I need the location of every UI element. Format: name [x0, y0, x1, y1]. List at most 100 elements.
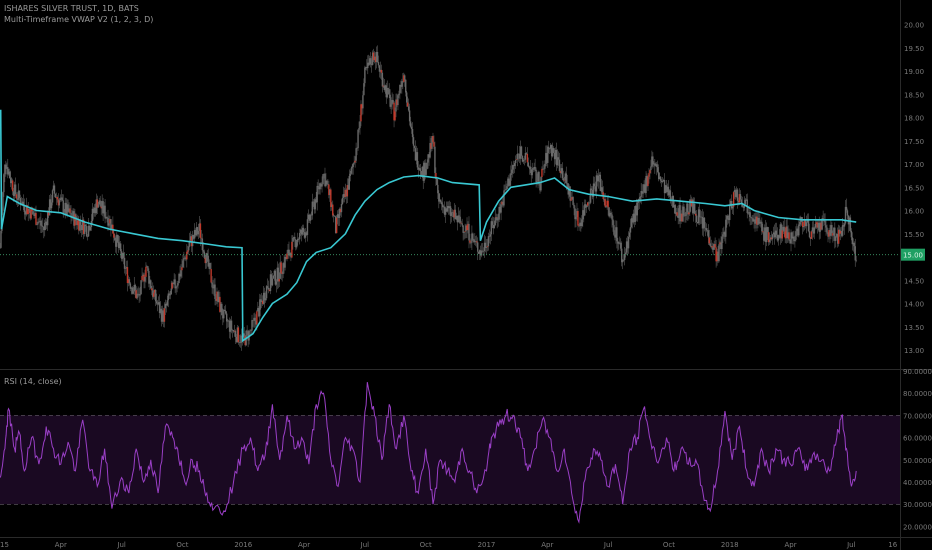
candle-body	[592, 183, 595, 197]
candle-body	[92, 208, 95, 213]
candle-body	[457, 215, 459, 223]
candle-body	[802, 222, 804, 228]
candle-body	[574, 208, 576, 220]
candle-body	[679, 205, 681, 222]
candle-body	[807, 218, 810, 232]
candle-body	[674, 205, 676, 214]
candle-body	[220, 303, 222, 312]
candle-body	[145, 266, 147, 277]
candle-body	[294, 236, 296, 240]
candle-body	[118, 243, 121, 248]
candle-body	[292, 237, 294, 242]
candle-body	[16, 198, 19, 200]
candle-body	[95, 199, 98, 214]
candle-body	[511, 169, 513, 174]
candle-body	[216, 291, 218, 301]
candle-body	[561, 168, 564, 179]
candle-body	[266, 286, 269, 288]
rsi-title: RSI (14, close)	[4, 377, 62, 386]
candle-body	[366, 66, 368, 69]
candle-body	[500, 204, 502, 213]
candle-body	[28, 208, 30, 211]
candle-body	[210, 268, 212, 283]
candle-body	[851, 237, 854, 245]
candle-body	[91, 208, 94, 221]
candle-body	[621, 248, 623, 263]
candle-body	[764, 227, 766, 241]
candle-body	[25, 205, 27, 215]
candle-body	[226, 320, 229, 322]
candle-body	[222, 315, 224, 319]
candle-body	[576, 211, 578, 217]
candle-body	[572, 197, 574, 205]
candle-body	[724, 232, 726, 237]
candle-body	[109, 219, 111, 224]
candle-body	[682, 206, 684, 222]
candle-body	[429, 143, 431, 158]
candle-body	[414, 148, 417, 161]
candle-body	[636, 202, 638, 216]
candle-body	[232, 329, 235, 332]
time-tick-label: Apr	[784, 541, 796, 549]
candle-body	[491, 221, 494, 225]
candle-body	[24, 211, 26, 215]
candle-body	[260, 299, 262, 302]
candle-body	[5, 164, 7, 169]
candle-body	[475, 241, 477, 242]
candle-body	[215, 298, 217, 301]
candle-body	[178, 273, 180, 284]
price-tick-label: 18.00	[904, 115, 924, 123]
axes: 20.00 19.50 19.00 18.50 18.00 17.50 17.00 16.50…	[0, 22, 932, 550]
candle-body	[14, 184, 17, 195]
candle-body	[692, 199, 694, 214]
candle-body	[633, 213, 636, 222]
candle-body	[419, 168, 422, 172]
candle-body	[570, 199, 572, 201]
candle-body	[762, 231, 764, 233]
candle-body	[710, 246, 712, 247]
candle-body	[387, 88, 389, 90]
candle-body	[680, 213, 682, 222]
candle-body	[562, 178, 565, 181]
candle-body	[42, 226, 44, 227]
candle-body	[110, 219, 112, 231]
price-tick-label: 19.50	[904, 45, 924, 53]
candle-body	[604, 199, 606, 207]
candle-body	[468, 223, 470, 241]
candle-body	[4, 164, 6, 175]
candle-body	[786, 226, 788, 239]
candle-body	[781, 230, 783, 239]
candle-body	[403, 75, 405, 82]
candle-body	[310, 214, 313, 216]
candle-body	[469, 240, 471, 243]
candle-body	[833, 227, 835, 236]
candle-body	[336, 214, 339, 218]
candle-body	[15, 194, 18, 199]
candle-body	[233, 330, 236, 332]
candle-body	[318, 187, 320, 190]
candle-body	[261, 300, 263, 302]
candle-body	[122, 252, 125, 258]
candle-body	[382, 85, 385, 87]
time-tick-label: 2016	[234, 541, 252, 549]
candle-body	[313, 201, 315, 210]
candle-body	[363, 83, 365, 96]
candle-body	[479, 250, 482, 256]
candle-body	[190, 236, 192, 241]
rsi-tick-label: 80.0000	[903, 390, 932, 398]
rsi-line	[0, 382, 857, 524]
candle-body	[517, 153, 520, 155]
candle-body	[591, 189, 594, 197]
candle-body	[418, 168, 421, 170]
candle-body	[93, 207, 96, 213]
candle-body	[627, 236, 630, 249]
candle-body	[280, 262, 282, 274]
time-tick-label: 16	[888, 541, 897, 549]
candle-body	[612, 219, 614, 226]
candle-body	[130, 287, 133, 289]
candle-body	[8, 171, 10, 175]
candle-body	[243, 333, 245, 337]
candle-body	[809, 237, 812, 239]
candle-body	[237, 327, 240, 343]
time-tick-label: Apr	[298, 541, 310, 549]
